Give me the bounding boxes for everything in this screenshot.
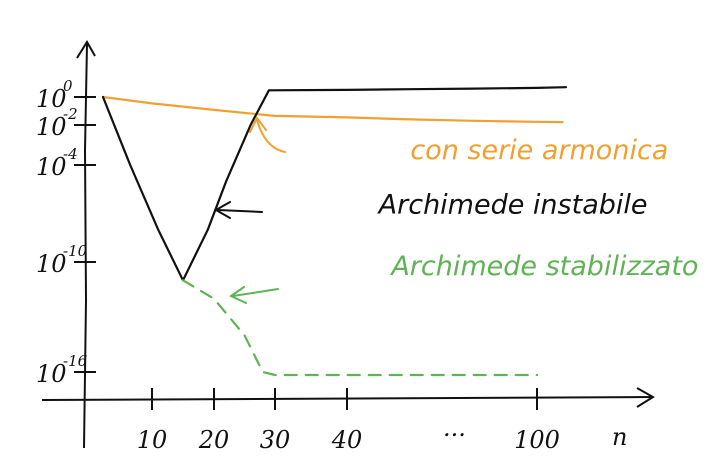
- x-axis-ellipsis: ...: [443, 414, 466, 442]
- pointer-arrow-icon: [228, 286, 279, 304]
- x-tick-label: 20: [198, 426, 230, 454]
- y-tick-label-base: 10: [36, 153, 67, 181]
- series-line: [101, 86, 568, 282]
- y-tick-label-exponent: -2: [63, 105, 78, 123]
- series-label: Archimede stabilizzato: [389, 251, 698, 282]
- y-tick-label-base: 10: [36, 85, 67, 113]
- x-ticks: 10 20 30 40 100: [137, 388, 560, 454]
- series-lines: [101, 86, 568, 377]
- y-tick-label-exponent: -10: [63, 242, 88, 260]
- x-tick-label: 10: [137, 426, 168, 454]
- x-tick-label: 100: [514, 426, 560, 454]
- series-label: con serie armonica: [410, 135, 668, 166]
- y-tick-label-base: 10: [36, 113, 67, 141]
- x-axis-label: n: [612, 423, 627, 451]
- y-tick-label-exponent: -16: [63, 352, 88, 370]
- annotations: con serie armonica Archimede instabile Arc…: [213, 116, 698, 304]
- series-label: Archimede instabile: [377, 190, 648, 221]
- x-tick-label: 40: [331, 426, 363, 454]
- y-tick-label-base: 10: [36, 250, 67, 278]
- series-line: [181, 279, 539, 377]
- x-axis-arrowhead: [636, 387, 655, 408]
- axes: [41, 40, 655, 449]
- x-tick-label: 30: [260, 426, 291, 454]
- pointer-arrow-icon: [213, 201, 263, 219]
- y-axis-arrowhead: [76, 40, 96, 59]
- x-axis: [41, 396, 653, 401]
- y-tick-label-base: 10: [36, 360, 67, 388]
- y-tick-label-exponent: -4: [63, 145, 78, 163]
- y-tick-label-exponent: 0: [63, 77, 73, 95]
- pointer-arrow-icon: [249, 116, 286, 153]
- series-line: [101, 95, 564, 124]
